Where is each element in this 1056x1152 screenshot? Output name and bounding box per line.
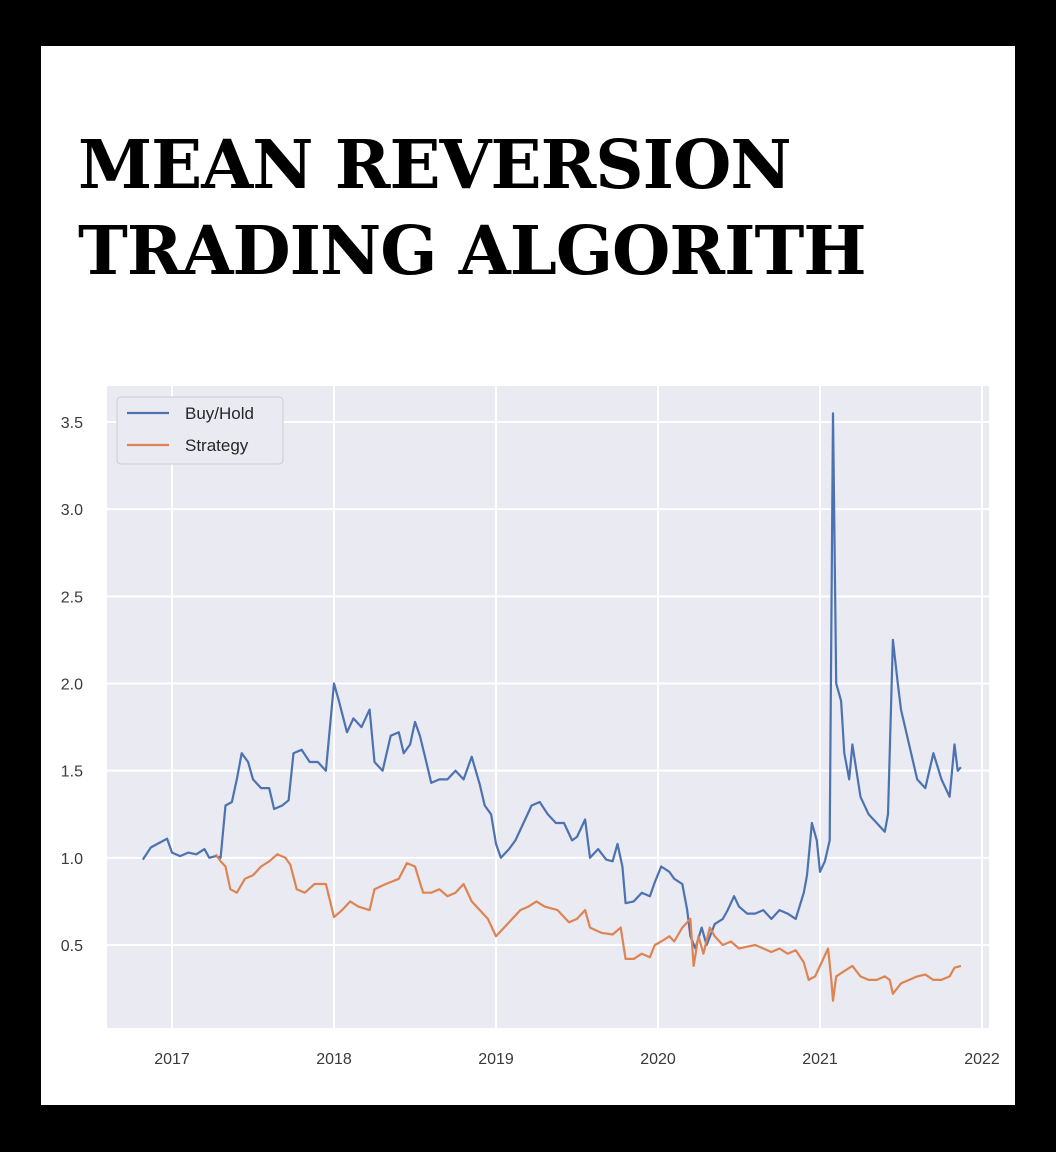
- y-tick-label: 3.0: [61, 502, 83, 519]
- y-tick-label: 1.0: [61, 851, 83, 868]
- y-axis-ticks: 0.5 1.0 1.5 2.0 2.5 3.0 3.5: [61, 415, 83, 955]
- y-tick-label: 0.5: [61, 938, 83, 955]
- x-tick-label: 2018: [316, 1051, 352, 1068]
- series-line-buy-hold: [141, 412, 962, 950]
- y-tick-label: 2.5: [61, 589, 83, 606]
- y-tick-label: 1.5: [61, 764, 83, 781]
- title-line-1: MEAN REVERSION: [78, 125, 792, 204]
- y-tick-label: 2.0: [61, 677, 83, 694]
- gridlines: [107, 386, 989, 1028]
- page-title: MEAN REVERSION TRADING ALGORITH: [78, 122, 867, 294]
- legend: Buy/Hold Strategy: [116, 396, 284, 465]
- x-tick-label: 2020: [640, 1051, 676, 1068]
- x-tick-label: 2021: [802, 1051, 838, 1068]
- series-lines: [141, 412, 962, 1002]
- legend-label: Buy/Hold: [185, 404, 254, 423]
- x-tick-label: 2022: [964, 1051, 1000, 1068]
- series-line-strategy: [214, 853, 962, 1002]
- y-tick-label: 3.5: [61, 415, 83, 432]
- legend-label: Strategy: [185, 436, 249, 455]
- x-tick-label: 2017: [154, 1051, 190, 1068]
- plot-area: [107, 386, 989, 1028]
- x-tick-label: 2019: [478, 1051, 514, 1068]
- x-axis-ticks: 2017 2018 2019 2020 2021 2022: [154, 1051, 1000, 1068]
- title-line-2: TRADING ALGORITH: [78, 211, 867, 290]
